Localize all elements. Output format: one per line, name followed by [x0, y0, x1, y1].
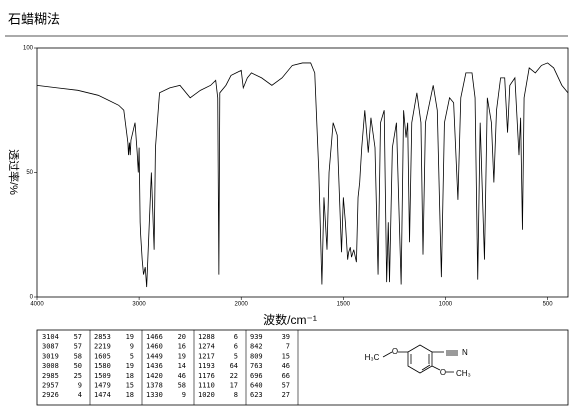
- peak-wavenumber: 2219: [94, 343, 111, 351]
- peak-wavenumber: 1420: [146, 372, 163, 380]
- peak-transmittance: 57: [74, 333, 82, 341]
- peak-wavenumber: 1378: [146, 382, 163, 390]
- x-tick-label: 3000: [132, 302, 146, 308]
- peak-wavenumber: 3008: [42, 362, 59, 370]
- peak-wavenumber: 2926: [42, 391, 59, 399]
- peak-wavenumber: 1217: [198, 352, 215, 360]
- peak-wavenumber: 3104: [42, 333, 59, 341]
- peak-wavenumber: 3087: [42, 343, 59, 351]
- peak-wavenumber: 2957: [42, 382, 59, 390]
- peak-transmittance: 5: [130, 352, 134, 360]
- x-tick-label: 500: [543, 302, 554, 308]
- peak-transmittance: 7: [286, 343, 290, 351]
- y-tick-label: 50: [26, 170, 33, 176]
- y-axis-label: 透过率/%: [7, 149, 21, 195]
- peak-transmittance: 14: [178, 362, 186, 370]
- peak-wavenumber: 2853: [94, 333, 111, 341]
- peak-transmittance: 25: [74, 372, 82, 380]
- peak-table-frame: [36, 329, 569, 406]
- peak-wavenumber: 842: [250, 343, 263, 351]
- peak-transmittance: 6: [234, 343, 238, 351]
- peak-transmittance: 15: [126, 382, 134, 390]
- peak-wavenumber: 1479: [94, 382, 111, 390]
- peak-transmittance: 20: [178, 333, 186, 341]
- peak-wavenumber: 1288: [198, 333, 215, 341]
- spectrum-line: [36, 62, 569, 288]
- structure-label: CH₃: [456, 369, 471, 378]
- peak-transmittance: 4: [78, 391, 82, 399]
- peak-transmittance: 57: [282, 382, 290, 390]
- peak-wavenumber: 1436: [146, 362, 163, 370]
- structure: [382, 344, 458, 374]
- peak-transmittance: 46: [282, 362, 290, 370]
- peak-wavenumber: 1509: [94, 372, 111, 380]
- peak-transmittance: 9: [78, 382, 82, 390]
- peak-transmittance: 64: [230, 362, 238, 370]
- x-tick-label: 4000: [30, 302, 44, 308]
- peak-wavenumber: 1605: [94, 352, 111, 360]
- bond: [421, 364, 431, 371]
- peak-transmittance: 19: [126, 333, 134, 341]
- x-tick-label: 1000: [439, 302, 453, 308]
- peak-wavenumber: 763: [250, 362, 263, 370]
- peak-transmittance: 46: [178, 372, 186, 380]
- peak-transmittance: 9: [130, 343, 134, 351]
- peak-transmittance: 19: [126, 362, 134, 370]
- peak-wavenumber: 1330: [146, 391, 163, 399]
- peak-transmittance: 8: [234, 391, 238, 399]
- bond: [382, 351, 393, 358]
- peak-transmittance: 6: [234, 333, 238, 341]
- peak-wavenumber: 809: [250, 352, 263, 360]
- peak-transmittance: 5: [234, 352, 238, 360]
- peak-transmittance: 15: [282, 352, 290, 360]
- structure-label: O: [392, 347, 398, 356]
- peak-transmittance: 57: [74, 343, 82, 351]
- x-axis-label: 波数/cm⁻¹: [263, 312, 317, 327]
- peak-wavenumber: 1474: [94, 391, 111, 399]
- peak-transmittance: 18: [126, 372, 134, 380]
- peak-wavenumber: 1110: [198, 382, 215, 390]
- peak-transmittance: 19: [178, 352, 186, 360]
- peak-wavenumber: 1580: [94, 362, 111, 370]
- bond: [431, 365, 441, 371]
- peak-wavenumber: 2985: [42, 372, 59, 380]
- peak-wavenumber: 1466: [146, 333, 163, 341]
- peak-transmittance: 50: [74, 362, 82, 370]
- plot-frame: [36, 47, 569, 298]
- peak-transmittance: 17: [230, 382, 238, 390]
- peak-wavenumber: 1193: [198, 362, 215, 370]
- chart-title: 石蜡糊法: [8, 11, 60, 26]
- y-tick-label: 100: [23, 46, 34, 52]
- peak-wavenumber: 1460: [146, 343, 163, 351]
- peak-transmittance: 66: [282, 372, 290, 380]
- peak-transmittance: 39: [282, 333, 290, 341]
- x-tick-label: 1500: [337, 302, 351, 308]
- peak-transmittance: 16: [178, 343, 186, 351]
- peak-wavenumber: 1176: [198, 372, 215, 380]
- peak-wavenumber: 623: [250, 391, 263, 399]
- peak-transmittance: 58: [178, 382, 186, 390]
- peak-transmittance: 22: [230, 372, 238, 380]
- peak-wavenumber: 640: [250, 382, 263, 390]
- peak-transmittance: 27: [282, 391, 290, 399]
- peak-wavenumber: 1449: [146, 352, 163, 360]
- peak-wavenumber: 3019: [42, 352, 59, 360]
- peak-wavenumber: 1020: [198, 391, 215, 399]
- structure-label: O: [440, 368, 446, 377]
- ring: [407, 344, 433, 374]
- peak-transmittance: 9: [182, 391, 186, 399]
- y-tick-label: 0: [30, 295, 34, 301]
- peak-transmittance: 58: [74, 352, 82, 360]
- peak-wavenumber: 1274: [198, 343, 215, 351]
- structure-label: H₃C: [365, 353, 380, 362]
- peak-transmittance: 18: [126, 391, 134, 399]
- peak-wavenumber: 939: [250, 333, 263, 341]
- peak-wavenumber: 696: [250, 372, 263, 380]
- structure-label: N: [462, 348, 468, 357]
- x-tick-label: 2000: [235, 302, 249, 308]
